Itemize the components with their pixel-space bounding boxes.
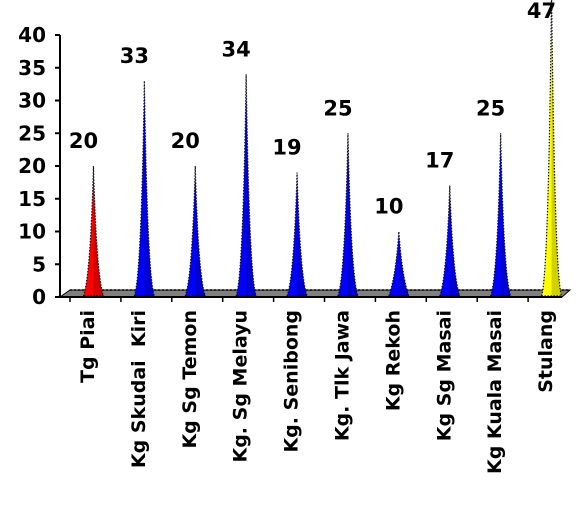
category-label: Kg. Tlk Jawa bbox=[331, 310, 353, 441]
bars bbox=[82, 0, 563, 297]
data-label: 20 bbox=[171, 129, 200, 153]
bar bbox=[235, 74, 257, 297]
bar-shade bbox=[144, 80, 155, 296]
bar-shade bbox=[347, 133, 358, 296]
labels: 20 Tg Piai 33 Kg Skudai Kiri 20 Kg Sg Temon 34… bbox=[69, 0, 557, 474]
y-tick-label: 40 bbox=[18, 23, 46, 47]
y-tick-label: 25 bbox=[18, 121, 46, 145]
y-tick-label: 5 bbox=[32, 252, 46, 276]
bar bbox=[184, 165, 207, 297]
bar-shade bbox=[297, 172, 308, 296]
y-tick-label: 35 bbox=[18, 56, 46, 80]
category-label: Stulang bbox=[535, 310, 557, 393]
category-label: Kg Skudai Kiri bbox=[128, 310, 150, 468]
y-tick-label: 15 bbox=[18, 187, 46, 211]
bar bbox=[82, 165, 105, 297]
data-label: 33 bbox=[120, 44, 149, 68]
bar-shade bbox=[398, 231, 409, 296]
bar bbox=[388, 231, 410, 297]
data-label: 25 bbox=[323, 96, 352, 120]
category-label: Kg. Sg Melayu bbox=[230, 310, 252, 463]
category-label: Kg. Senibong bbox=[281, 310, 303, 453]
bar-shade bbox=[195, 166, 206, 296]
y-tick-label: 20 bbox=[18, 154, 46, 178]
bar bbox=[133, 80, 156, 297]
data-label: 25 bbox=[476, 96, 505, 120]
y-tick-label: 0 bbox=[32, 285, 46, 309]
data-label: 20 bbox=[69, 129, 98, 153]
category-label: Kg Rekoh bbox=[382, 310, 404, 411]
y-tick-label: 10 bbox=[18, 220, 46, 244]
bar-shade bbox=[93, 166, 104, 296]
axes: 0 5 10 15 20 25 30 35 40 bbox=[18, 23, 562, 309]
bar-shade bbox=[551, 0, 562, 296]
category-label: Kg Sg Masai bbox=[433, 310, 455, 441]
bar-shade bbox=[449, 185, 460, 296]
bar-shade bbox=[500, 133, 511, 296]
category-label: Kg Kuala Masai bbox=[484, 310, 506, 474]
bar bbox=[540, 0, 563, 297]
bar bbox=[337, 133, 359, 297]
data-label: 17 bbox=[425, 149, 454, 173]
data-label: 34 bbox=[222, 37, 251, 61]
category-label: Kg Sg Temon bbox=[179, 310, 201, 449]
category-label: Tg Piai bbox=[77, 310, 99, 383]
bar bbox=[286, 172, 308, 297]
data-label: 47 bbox=[527, 0, 556, 23]
data-label: 19 bbox=[272, 136, 301, 160]
data-label: 10 bbox=[374, 195, 403, 219]
bar bbox=[438, 185, 461, 297]
y-tick-label: 30 bbox=[18, 89, 46, 113]
bar-shade bbox=[246, 74, 257, 296]
bar bbox=[489, 133, 512, 297]
